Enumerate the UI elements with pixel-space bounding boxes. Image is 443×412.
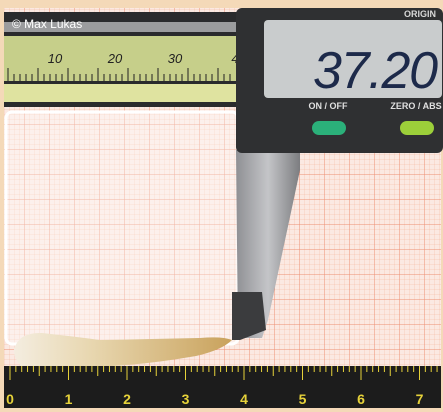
scale-number: 20 xyxy=(107,51,123,66)
caliper-jaw xyxy=(236,150,300,338)
scale-number: 30 xyxy=(168,51,183,66)
origin-label: ORIGIN xyxy=(404,9,436,19)
ruler-number: 4 xyxy=(240,391,248,407)
ruler-number: 6 xyxy=(357,391,365,407)
ruler-number: 3 xyxy=(182,391,190,407)
ruler-ticks: 0 1 2 3 4 5 6 7 xyxy=(6,366,438,407)
ruler-number: 1 xyxy=(65,391,73,407)
tooth xyxy=(14,332,232,375)
button-label: ZERO / ABS xyxy=(390,101,441,111)
caliper-ticks: 10 20 30 4 xyxy=(7,51,239,81)
ruler-number: 0 xyxy=(6,391,14,407)
zero-button xyxy=(400,121,434,135)
caliper-scale xyxy=(4,36,236,81)
ruler-number: 2 xyxy=(123,391,131,407)
plastic-box xyxy=(4,110,240,346)
beam-edge xyxy=(4,22,236,32)
beam-lower xyxy=(4,84,236,102)
lcd xyxy=(264,20,442,98)
button-label: ON / OFF xyxy=(309,101,348,111)
lcd-reading: 37.20 xyxy=(313,42,438,100)
watermark: © Max Lukas xyxy=(12,17,82,31)
on-off-button xyxy=(312,121,346,135)
ruler-number: 7 xyxy=(416,391,424,407)
ruler xyxy=(4,366,441,408)
scale-number: 4 xyxy=(231,51,238,66)
ruler-number: 5 xyxy=(299,391,307,407)
jaw-tip xyxy=(232,292,266,340)
scale-number: 10 xyxy=(48,51,63,66)
